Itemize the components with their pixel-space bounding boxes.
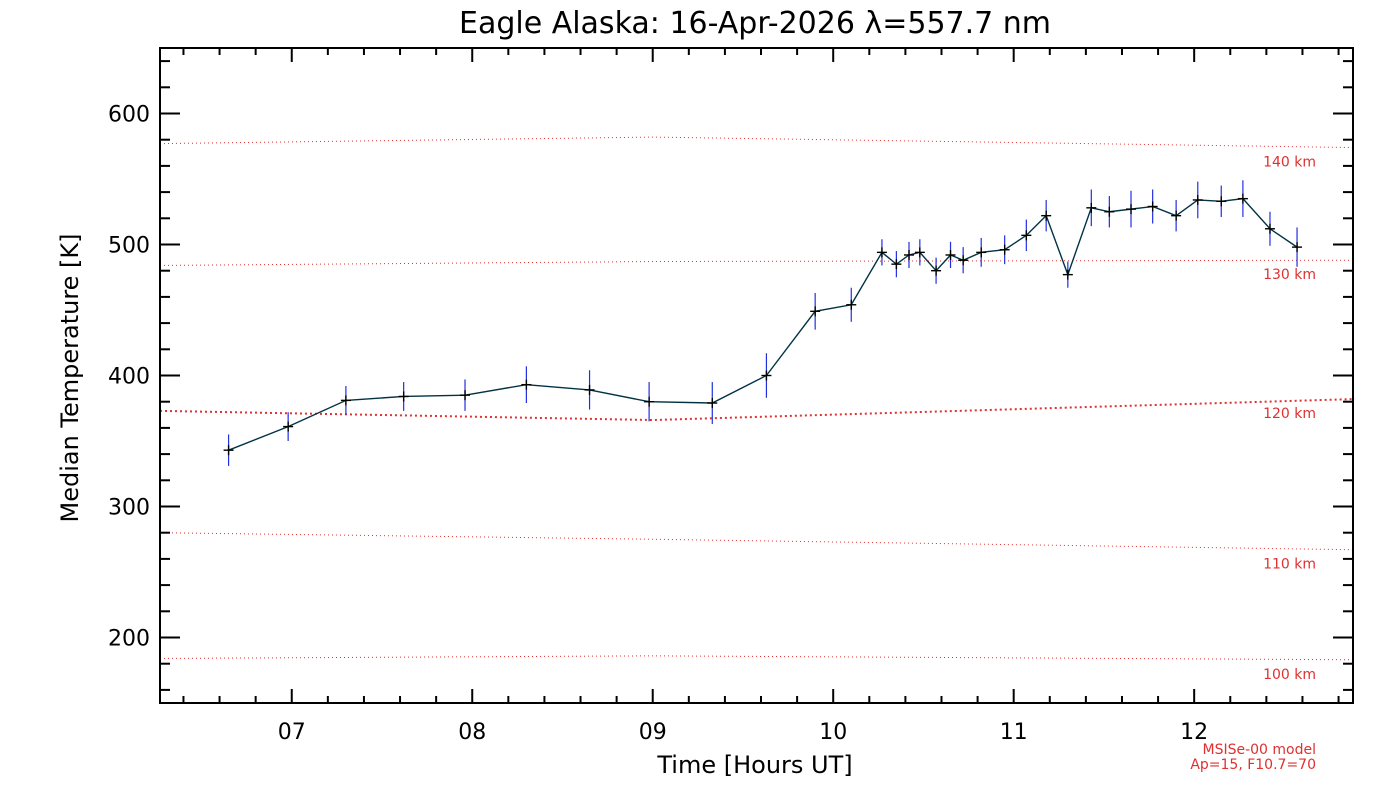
y-tick-label: 300	[108, 496, 150, 521]
y-tick-label: 400	[108, 365, 150, 390]
data-point	[223, 445, 234, 456]
data-point	[283, 421, 294, 432]
data-point	[761, 370, 772, 381]
axis-ticks: 07 08 09 10 11 12 200 300 400 500 600	[108, 48, 1353, 745]
data-point	[340, 395, 351, 406]
data-point	[999, 244, 1010, 255]
data-point	[1062, 269, 1073, 280]
x-tick-label: 09	[639, 720, 667, 745]
data-point	[1147, 201, 1158, 212]
model-line	[159, 655, 1354, 661]
data-point	[644, 396, 655, 407]
model-note-line1: MSISe-00 model	[1202, 742, 1316, 758]
x-tick-label: 11	[1000, 720, 1028, 745]
model-line	[159, 532, 1354, 551]
x-tick-label: 08	[458, 720, 486, 745]
data-point	[891, 259, 902, 270]
data-point	[1171, 210, 1182, 221]
data-point	[1041, 210, 1052, 221]
data-point	[1126, 204, 1137, 215]
data-point	[976, 247, 987, 258]
data-point	[521, 379, 532, 390]
altitude-label: 100 km	[1263, 667, 1316, 683]
data-point	[460, 390, 471, 401]
data-point	[810, 306, 821, 317]
y-tick-label: 600	[108, 103, 150, 128]
data-point	[914, 247, 925, 258]
data-point	[707, 398, 718, 409]
altitude-label: 110 km	[1263, 557, 1316, 573]
data-point	[846, 299, 857, 310]
data-point	[1104, 206, 1115, 217]
model-lines	[159, 136, 1354, 661]
altitude-label: 140 km	[1263, 155, 1316, 171]
x-tick-label: 10	[819, 720, 847, 745]
altitude-labels: 100 km 110 km 120 km 130 km 140 km	[1263, 155, 1316, 683]
chart-title: Eagle Alaska: 16-Apr-2026 λ=557.7 nm	[459, 6, 1051, 41]
data-point	[1237, 193, 1248, 204]
data-point	[1192, 194, 1203, 205]
data-point	[958, 255, 969, 266]
data-point	[931, 265, 942, 276]
y-tick-label: 500	[108, 234, 150, 259]
model-note-line2: Ap=15, F10.7=70	[1190, 757, 1316, 773]
model-line	[159, 259, 1354, 266]
series-line	[228, 197, 1298, 451]
data-point	[584, 384, 595, 395]
data-point	[945, 249, 956, 260]
data-point	[1086, 202, 1097, 213]
x-tick-label: 12	[1180, 720, 1208, 745]
data-point	[904, 249, 915, 260]
model-line	[159, 136, 1354, 149]
data-point	[398, 391, 409, 402]
plot-frame	[159, 47, 1354, 704]
x-tick-label: 07	[278, 720, 306, 745]
data-point	[1292, 242, 1303, 253]
data-point	[1216, 196, 1227, 207]
altitude-label: 130 km	[1263, 267, 1316, 283]
y-tick-label: 200	[108, 627, 150, 652]
altitude-label: 120 km	[1263, 406, 1316, 422]
data-point	[876, 247, 887, 258]
data-point	[1021, 230, 1032, 241]
x-axis-label: Time [Hours UT]	[656, 751, 852, 779]
data-series	[223, 180, 1303, 466]
model-line	[159, 398, 1354, 422]
data-point	[1264, 223, 1275, 234]
y-axis-label: Median Temperature [K]	[56, 233, 84, 522]
